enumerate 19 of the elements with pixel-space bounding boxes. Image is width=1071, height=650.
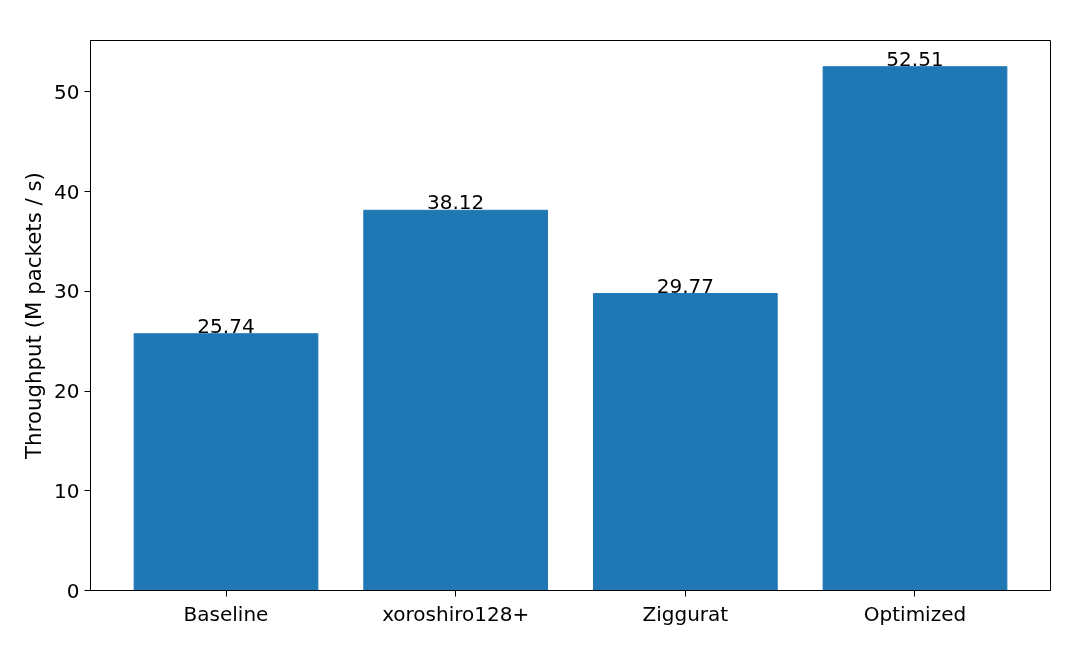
y-tick-label: 40 [54,179,80,204]
y-tick-label: 0 [66,578,80,603]
x-tick-label: xoroshiro128+ [382,601,530,626]
data-label: 52.51 [886,46,944,71]
bar [363,209,549,591]
y-axis-title: Throughput (M packets / s) [21,172,47,460]
bar [133,333,319,591]
y-tick-label: 30 [54,279,80,304]
data-label: 29.77 [656,273,714,298]
bar [822,66,1008,591]
x-tick-label: Optimized [863,601,967,626]
data-label: 25.74 [197,313,255,338]
y-tick-label: 10 [54,478,80,503]
y-tick-label: 20 [54,379,80,404]
data-label: 38.12 [427,190,485,215]
y-tick-label: 50 [54,79,80,104]
bar [592,293,778,591]
x-tick-label: Ziggurat [642,601,729,626]
x-tick-label: Baseline [183,601,269,626]
